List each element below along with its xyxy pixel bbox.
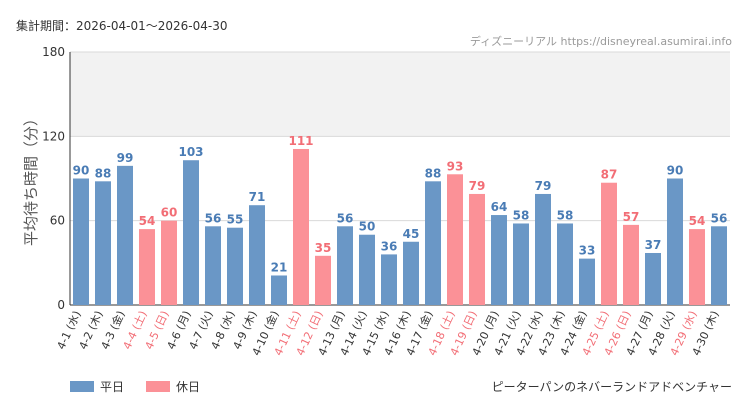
bar xyxy=(271,275,287,305)
bar xyxy=(623,224,639,305)
data-label: 87 xyxy=(601,168,618,182)
data-label: 45 xyxy=(403,227,420,241)
bar xyxy=(601,182,617,305)
bar xyxy=(73,178,89,305)
legend-swatch-holiday xyxy=(146,381,171,392)
legend-label-holiday: 休日 xyxy=(176,380,201,394)
bar xyxy=(139,229,155,305)
legend-swatch-weekday xyxy=(70,381,94,392)
data-label: 57 xyxy=(623,210,640,224)
bar xyxy=(711,226,727,305)
data-label: 90 xyxy=(73,164,90,178)
bar xyxy=(293,148,309,305)
bar xyxy=(249,205,265,305)
attraction-name: ピーターパンのネバーランドアドベンチャー xyxy=(491,380,732,394)
shaded-band xyxy=(70,52,730,137)
bar xyxy=(161,220,177,305)
bar xyxy=(381,254,397,305)
bar xyxy=(117,165,133,305)
data-label: 36 xyxy=(381,239,398,253)
data-label: 21 xyxy=(271,260,288,274)
data-label: 37 xyxy=(645,238,662,252)
bar xyxy=(315,255,331,305)
bar xyxy=(557,223,573,305)
data-label: 58 xyxy=(557,208,574,222)
data-label: 71 xyxy=(249,190,266,204)
data-label: 56 xyxy=(337,211,354,225)
legend: 平日 休日 xyxy=(70,378,200,395)
y-axis-title: 平均待ち時間（分） xyxy=(22,111,40,246)
data-label: 35 xyxy=(315,241,332,255)
data-label: 54 xyxy=(689,214,706,228)
data-label: 56 xyxy=(711,211,728,225)
bar xyxy=(447,174,463,305)
data-label: 79 xyxy=(469,179,486,193)
data-label: 64 xyxy=(491,200,508,214)
period-label: 集計期間：2026-04-01～2026-04-30 xyxy=(16,19,228,33)
data-label: 88 xyxy=(425,166,442,180)
bar xyxy=(337,226,353,305)
bar xyxy=(95,181,111,305)
bar xyxy=(359,234,375,305)
bar xyxy=(469,193,485,305)
bar xyxy=(513,223,529,305)
data-label: 50 xyxy=(359,220,376,234)
data-label: 56 xyxy=(205,211,222,225)
bar xyxy=(227,227,243,305)
data-label: 58 xyxy=(513,208,530,222)
data-label: 111 xyxy=(288,134,313,148)
bar xyxy=(535,193,551,305)
data-label: 90 xyxy=(667,164,684,178)
data-label: 103 xyxy=(178,145,203,159)
source-credit: ディズニーリアル https://disneyreal.asumirai.inf… xyxy=(469,35,732,48)
bar xyxy=(183,160,199,305)
y-tick-label: 120 xyxy=(42,129,65,143)
bar xyxy=(689,229,705,305)
y-tick-label: 180 xyxy=(42,45,65,59)
legend-item-weekday: 平日 xyxy=(70,378,124,395)
data-label: 79 xyxy=(535,179,552,193)
bar xyxy=(403,241,419,305)
bar xyxy=(425,181,441,305)
data-label: 54 xyxy=(139,214,156,228)
legend-item-holiday: 休日 xyxy=(146,378,200,395)
bar xyxy=(645,252,661,305)
data-label: 88 xyxy=(95,166,112,180)
data-label: 93 xyxy=(447,159,464,173)
y-tick-label: 60 xyxy=(50,214,65,228)
bar xyxy=(579,258,595,305)
data-label: 33 xyxy=(579,244,596,258)
y-tick-label: 0 xyxy=(57,298,65,312)
bar xyxy=(205,226,221,305)
bar xyxy=(491,215,507,305)
data-label: 55 xyxy=(227,213,244,227)
bar xyxy=(667,178,683,305)
data-label: 60 xyxy=(161,206,178,220)
data-label: 99 xyxy=(117,151,134,165)
legend-label-weekday: 平日 xyxy=(100,380,125,394)
